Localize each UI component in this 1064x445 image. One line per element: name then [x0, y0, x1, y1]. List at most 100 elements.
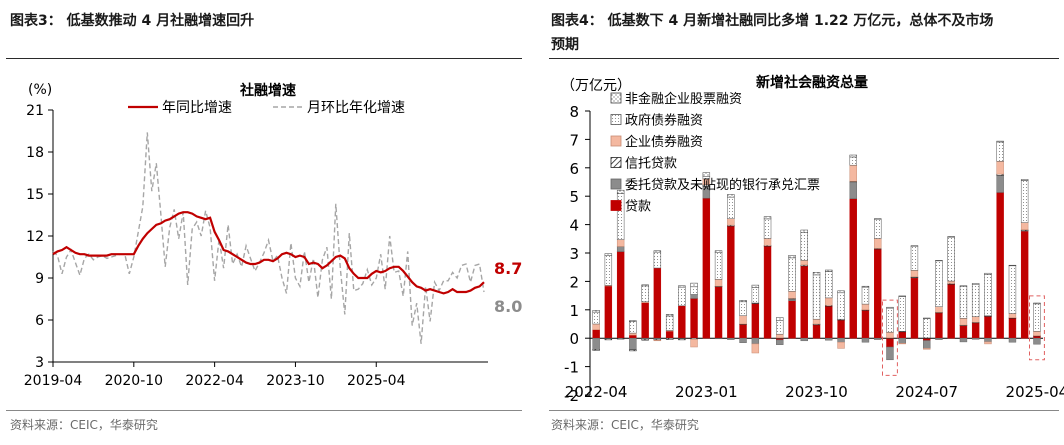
left-y-tick-label: 18 — [26, 145, 44, 161]
social-financing-growth-chart: 社融增速 (%) 3 6 9 12 15 18 21 2019-04 2020-10 2022-… — [24, 82, 523, 389]
left-y-tick-label: 21 — [26, 103, 44, 119]
bar-segment-2023-02 — [714, 279, 723, 287]
bar-segment-2024-09 — [947, 236, 955, 238]
right-bottom-rule — [549, 410, 1059, 411]
bar-segment-2024-10 — [959, 325, 968, 339]
bar-segment-2024-07 — [923, 318, 931, 339]
bar-segment-2024-07 — [923, 348, 931, 350]
bar-segment-2024-05 — [898, 295, 906, 297]
bar-segment-2023-10 — [812, 272, 821, 276]
bar-segment-2023-11 — [825, 305, 833, 339]
legend-swatch-5 — [610, 200, 622, 211]
bar-segment-2025-01 — [996, 192, 1004, 339]
bar-segment-2023-12 — [837, 292, 845, 320]
new-social-financing-chart: 新增社会融资总量 （万亿元） -2 -1 0 1 2 3 4 5 6 7 8 2022-04 2023… — [561, 74, 1064, 405]
bar-segment-2023-04 — [739, 324, 747, 339]
bar-segment-2025-04 — [1033, 331, 1041, 336]
left-x-tick-label: 2025-04 — [347, 373, 406, 389]
mom-end-label: 8.0 — [494, 297, 522, 316]
bar-segment-2024-01 — [849, 154, 857, 158]
bar-segment-2024-06 — [910, 277, 919, 339]
bar-segment-2024-06 — [910, 270, 919, 278]
bar-segment-2024-03 — [874, 218, 882, 239]
bar-segment-2023-03 — [727, 337, 735, 340]
bar-segment-2022-05 — [604, 338, 613, 341]
bar-segment-2024-01 — [849, 164, 857, 182]
bar-segment-2023-02 — [714, 252, 723, 280]
bar-segment-2024-09 — [947, 280, 955, 284]
bar-segment-2022-07 — [629, 349, 637, 352]
bar-segment-2024-01 — [849, 198, 857, 339]
bar-segment-2024-11 — [971, 283, 980, 317]
bar-segment-2024-12 — [984, 316, 992, 339]
legend-label-0: 非金融企业股票融资 — [625, 91, 742, 107]
bar-segment-2024-04 — [886, 307, 894, 333]
bar-segment-2022-12 — [690, 294, 698, 299]
right-x-tick-label: 2023-10 — [785, 383, 848, 401]
left-x-tick-label: 2022-04 — [185, 373, 244, 389]
bar-segment-2023-04 — [739, 301, 747, 316]
bar-segment-2023-08 — [788, 257, 796, 292]
legend-swatch-3 — [610, 157, 622, 168]
bar-segment-2024-04 — [886, 331, 894, 339]
bar-segment-2023-03 — [727, 194, 735, 198]
right-x-tick-label: 2023-01 — [675, 383, 738, 401]
bar-segment-2022-08 — [641, 284, 649, 287]
bar-segment-2022-04 — [592, 349, 600, 351]
right-y-tick-label: -1 — [564, 359, 579, 377]
right-y-tick-label: 5 — [569, 188, 579, 206]
bar-segment-2024-04 — [886, 346, 894, 361]
bar-segment-2024-11 — [971, 322, 980, 339]
bar-segment-2025-03 — [1020, 230, 1029, 339]
bar-segment-2024-09 — [947, 283, 955, 339]
bar-segment-2022-08 — [641, 338, 649, 341]
bar-segment-2022-12 — [690, 339, 698, 348]
right-panel-title-rule — [549, 58, 1059, 59]
bar-segment-2023-06 — [763, 238, 772, 246]
bar-segment-2023-04 — [739, 337, 747, 343]
bar-segment-2024-12 — [984, 341, 992, 345]
bar-segment-2024-01 — [849, 156, 857, 166]
bar-segment-2022-06 — [616, 337, 625, 340]
left-y-tick-label: 12 — [26, 229, 44, 245]
yoy-growth-line — [52, 211, 485, 295]
left-panel-title: 图表3： 低基数推动 4 月社融增速回升 — [10, 13, 255, 29]
bar-segment-2024-12 — [984, 337, 992, 343]
legend-label-2: 企业债券融资 — [625, 134, 703, 150]
bar-segment-2022-10 — [665, 315, 674, 331]
bar-segment-2023-12 — [837, 337, 845, 343]
bar-segment-2022-09 — [653, 339, 662, 342]
left-chart-ylabel: (%) — [28, 82, 52, 98]
bar-segment-2023-06 — [763, 245, 772, 339]
mom-annualized-growth-line — [52, 132, 485, 344]
bar-segment-2025-01 — [996, 141, 1004, 162]
bar-segment-2022-11 — [678, 338, 686, 341]
bar-segment-2024-02 — [861, 303, 870, 311]
bar-segment-2023-07 — [776, 317, 784, 321]
bar-segment-2022-11 — [678, 286, 686, 307]
bar-segment-2022-06 — [616, 251, 625, 339]
bar-segment-2024-08 — [935, 312, 943, 339]
highlight-box-2024-04 — [882, 299, 898, 376]
bar-segment-2022-10 — [665, 330, 674, 339]
bar-segment-2022-08 — [641, 285, 649, 303]
bar-segment-2022-06 — [616, 246, 625, 252]
left-bottom-rule — [6, 410, 522, 411]
right-x-tick-label: 2022-04 — [565, 383, 628, 401]
bar-segment-2023-05 — [751, 303, 760, 339]
bar-segment-2023-09 — [800, 337, 808, 342]
right-x-tick-label: 2024-07 — [895, 383, 958, 401]
right-panel-title-line2: 预期 — [551, 37, 579, 53]
right-chart-title: 新增社会融资总量 — [756, 74, 868, 91]
bar-segment-2025-02 — [1008, 265, 1017, 314]
bar-segment-2023-05 — [751, 284, 760, 288]
bar-segment-2024-12 — [984, 274, 992, 317]
bar-segment-2023-07 — [776, 333, 784, 339]
left-x-tick-label: 2019-04 — [24, 373, 83, 389]
bar-segment-2023-03 — [727, 225, 735, 339]
bar-segment-2022-07 — [629, 334, 637, 339]
bar-segment-2024-03 — [874, 337, 882, 340]
bar-segment-2023-01 — [702, 172, 711, 177]
bar-segment-2025-02 — [1008, 317, 1017, 339]
bar-segment-2024-10 — [959, 318, 968, 326]
